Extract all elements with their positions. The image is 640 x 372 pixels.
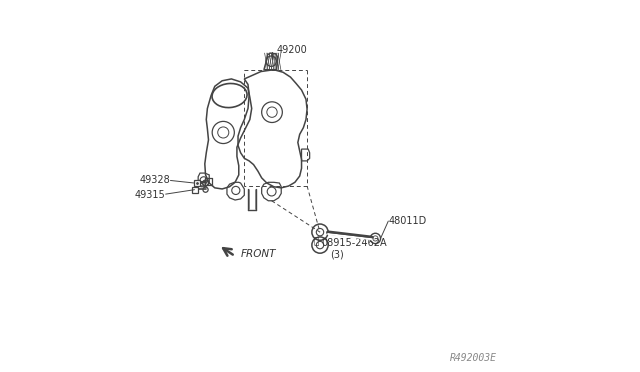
Text: (3): (3) bbox=[330, 249, 344, 259]
Text: FRONT: FRONT bbox=[241, 249, 276, 259]
Text: 49328: 49328 bbox=[140, 176, 170, 186]
Text: 49200: 49200 bbox=[277, 45, 308, 55]
Text: 49315: 49315 bbox=[135, 190, 166, 200]
Text: 48011D: 48011D bbox=[388, 216, 426, 226]
Text: R492003E: R492003E bbox=[450, 353, 497, 363]
Text: 08915-2462A: 08915-2462A bbox=[322, 238, 387, 248]
Text: Ⓦ: Ⓦ bbox=[314, 238, 319, 247]
